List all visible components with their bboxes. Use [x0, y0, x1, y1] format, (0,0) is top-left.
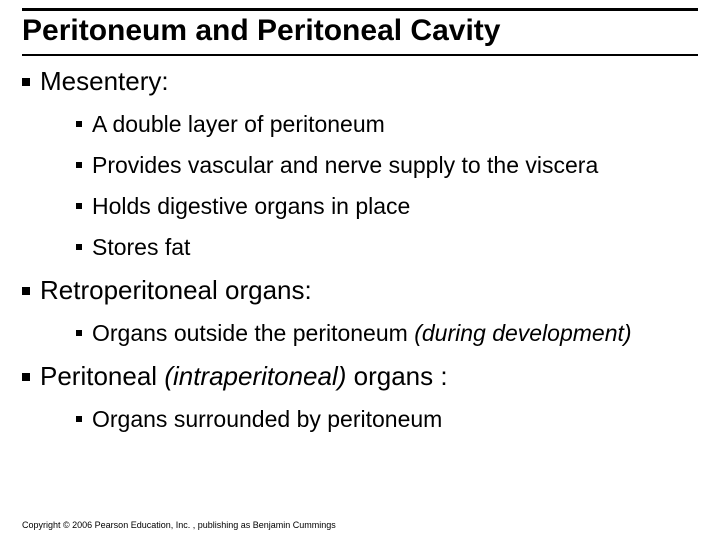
square-bullet-icon	[76, 416, 82, 422]
title-rule	[22, 54, 698, 56]
item-text-italic: (during development)	[414, 320, 631, 346]
item-text: Organs surrounded by peritoneum	[92, 406, 442, 433]
square-bullet-icon	[22, 287, 30, 295]
square-bullet-icon	[76, 244, 82, 250]
item-text: Holds digestive organs in place	[92, 193, 410, 220]
heading-text: Retroperitoneal organs:	[40, 275, 312, 306]
copyright-footer: Copyright © 2006 Pearson Education, Inc.…	[22, 520, 336, 530]
top-rule	[22, 8, 698, 11]
content-area: Mesentery: A double layer of peritoneum …	[22, 62, 698, 447]
list-item: Stores fat	[76, 234, 698, 261]
list-item: Provides vascular and nerve supply to th…	[76, 152, 698, 179]
heading-italic: (intraperitoneal)	[164, 361, 346, 391]
square-bullet-icon	[22, 373, 30, 381]
heading-post: organs :	[346, 361, 447, 391]
section-heading: Retroperitoneal organs:	[22, 275, 698, 306]
item-text: Provides vascular and nerve supply to th…	[92, 152, 598, 179]
heading-text: Peritoneal (intraperitoneal) organs :	[40, 361, 448, 392]
square-bullet-icon	[76, 330, 82, 336]
slide: Peritoneum and Peritoneal Cavity Mesente…	[0, 0, 720, 540]
section-heading: Peritoneal (intraperitoneal) organs :	[22, 361, 698, 392]
square-bullet-icon	[22, 78, 30, 86]
section-heading: Mesentery:	[22, 66, 698, 97]
slide-title: Peritoneum and Peritoneal Cavity	[22, 14, 698, 48]
heading-text: Mesentery:	[40, 66, 169, 97]
heading-pre: Peritoneal	[40, 361, 164, 391]
item-text: A double layer of peritoneum	[92, 111, 385, 138]
square-bullet-icon	[76, 203, 82, 209]
list-item: A double layer of peritoneum	[76, 111, 698, 138]
item-text: Stores fat	[92, 234, 190, 261]
item-text: Organs outside the peritoneum (during de…	[92, 320, 632, 347]
list-item: Organs outside the peritoneum (during de…	[76, 320, 698, 347]
square-bullet-icon	[76, 162, 82, 168]
list-item: Holds digestive organs in place	[76, 193, 698, 220]
item-text-plain: Organs outside the peritoneum	[92, 320, 414, 346]
square-bullet-icon	[76, 121, 82, 127]
list-item: Organs surrounded by peritoneum	[76, 406, 698, 433]
